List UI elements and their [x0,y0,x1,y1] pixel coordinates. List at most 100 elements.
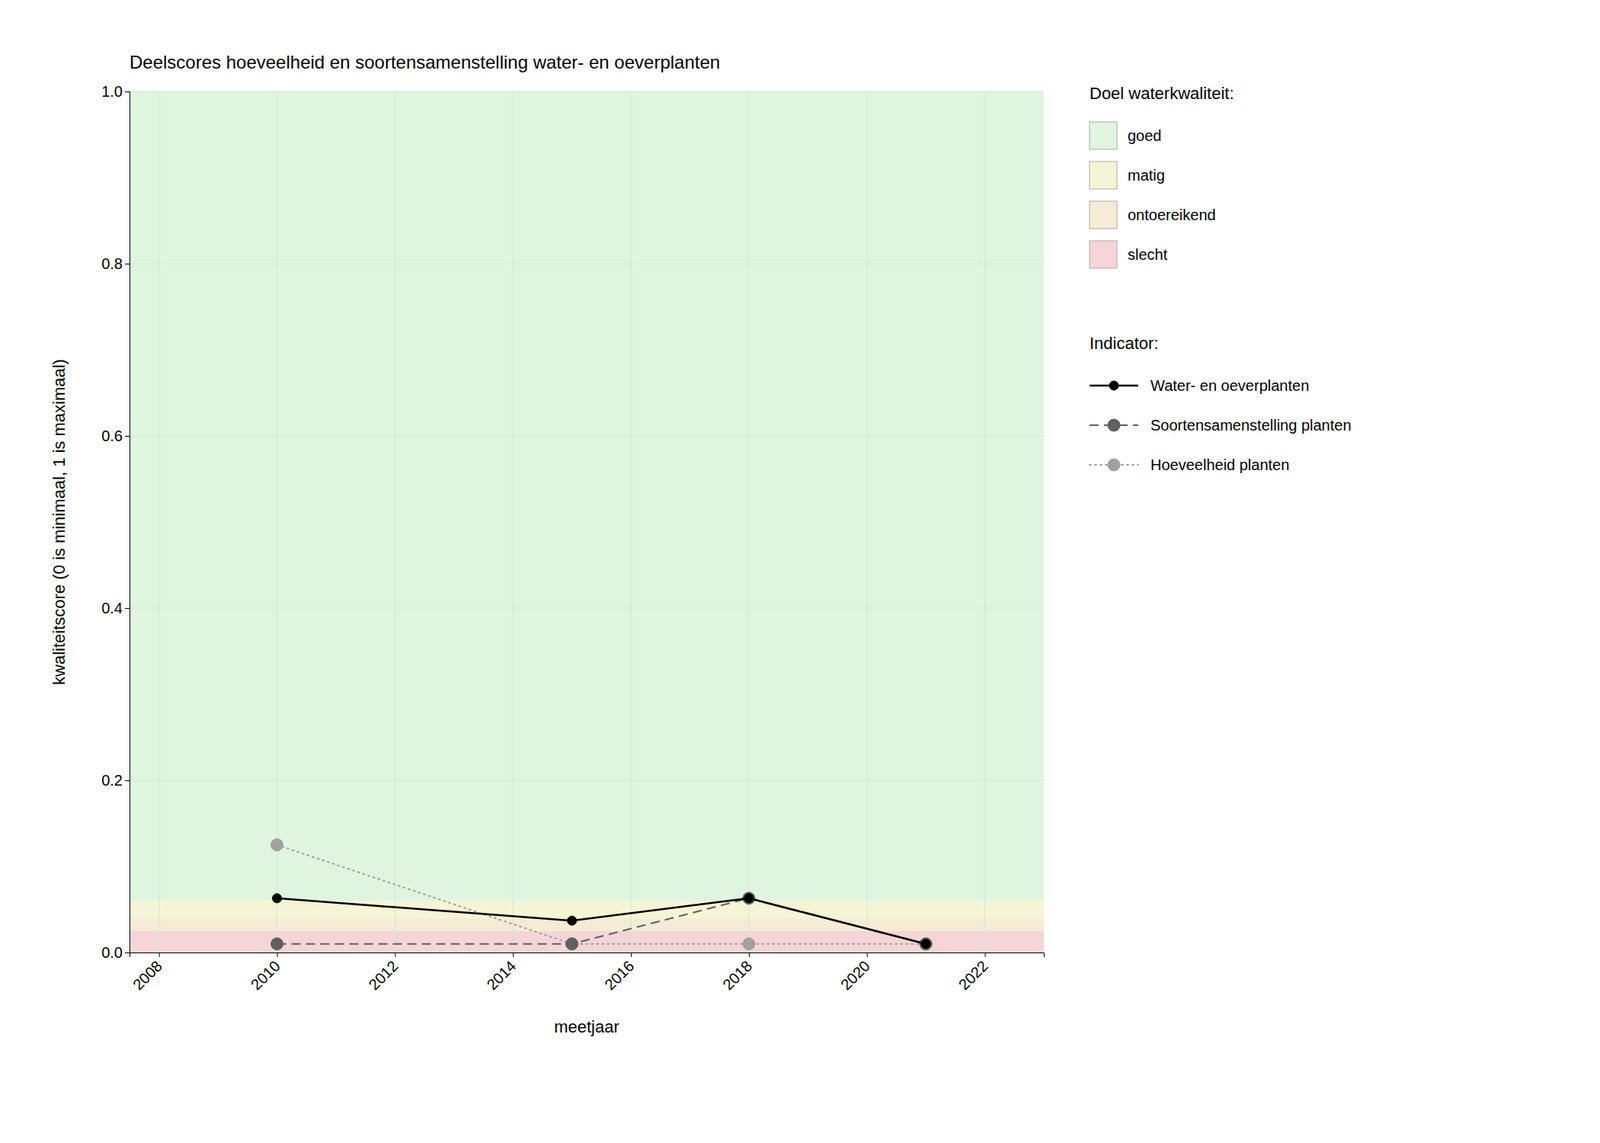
x-tick-mark [394,952,396,957]
marker [271,937,284,951]
x-tick-label: 2014 [483,956,519,993]
legend-item: goed [1089,121,1162,150]
quality-band [129,918,1044,932]
marker [272,893,282,903]
y-tick-mark [124,608,130,609]
marker [566,937,579,951]
y-tick: 0.8 [101,255,130,272]
x-tick-mark [748,952,750,957]
y-tick-label: 0.6 [101,427,123,445]
grid-line [158,91,160,953]
x-tick: 2010 [247,952,284,993]
marker [566,937,579,951]
quality-band [129,931,1044,953]
marker [919,937,932,951]
grid [129,91,1044,953]
legend-title: Indicator: [1089,333,1159,353]
legend-title: Doel waterkwaliteit: [1089,83,1235,103]
y-tick: 0.0 [101,944,130,961]
legend-item: Water- en oeverplanten [1089,377,1309,394]
bands [129,91,1044,953]
x-tick-label: 2020 [837,956,874,993]
legend-label: goed [1127,127,1162,144]
plot-area: 200820102012201420162018202020220.00.20.… [49,51,1045,1037]
grid-line [512,91,514,953]
quality-band [129,900,1044,919]
x-axis: 2008 2010 2012 2014 2016 2018 2020 2022 [129,952,1045,993]
legend-swatch [1089,161,1117,189]
legend-item: Hoeveelheid planten [1089,456,1290,474]
chart: 200820102012201420162018202020220.00.20.… [0,0,1600,1143]
legend-marker [1109,380,1119,391]
series [271,892,933,951]
marker [271,838,284,852]
legend-label: Water- en oeverplanten [1150,377,1309,394]
grid-line [129,263,1044,265]
y-tick: 1.0 [101,83,130,100]
y-axis-title: kwaliteitscore (0 is minimaal, 1 is maxi… [49,358,69,685]
x-axis-title: meetjaar [553,1017,620,1037]
legend-label: ontoereikend [1127,206,1216,224]
series [271,838,933,951]
x-tick-mark [512,952,514,957]
chart-title: Deelscores hoeveelheid en soortensamenst… [129,51,720,73]
legend-swatch [1089,201,1117,229]
legend: Doel waterkwaliteit: goed matig ontoereiken… [1089,83,1235,269]
grid-line [748,91,749,953]
x-tick: 2022 [955,952,992,993]
quality-band [129,91,1044,901]
grid-line [129,608,1044,609]
grid-line [866,91,868,953]
grid-line [630,91,632,953]
y-axis: 0.0 0.2 0.4 0.6 0.8 1.0 [101,83,130,961]
y-tick: 0.2 [101,771,130,789]
x-tick-label: 2016 [601,956,637,993]
marker [567,915,577,925]
series [272,893,932,949]
x-tick-label: 2010 [247,956,284,993]
legend-marker [1107,419,1120,432]
legend: Indicator: Water- en oeverplanten Soortens… [1089,333,1352,474]
x-tick: 2020 [837,952,874,993]
y-tick-mark [124,780,130,781]
legend-label: matig [1127,166,1165,184]
grid-line [129,780,1044,781]
marker [921,939,931,949]
legend-label: Soortensamenstelling planten [1150,416,1352,434]
x-tick: 2014 [483,952,519,993]
x-axis-line [130,953,1045,958]
grid-line [129,91,1044,93]
legend-marker [1107,458,1120,471]
marker [742,892,756,905]
x-tick-label: 2012 [365,956,402,993]
x-tick-mark [277,952,279,957]
x-tick: 2018 [719,952,756,993]
x-tick-mark [985,952,986,957]
series-line [277,898,927,944]
grid-line [276,91,278,953]
legend-swatch [1089,240,1117,269]
legend-item: Soortensamenstelling planten [1089,416,1352,434]
y-tick-label: 1.0 [101,83,123,100]
legend-item: slecht [1089,240,1168,269]
grid-line [129,435,1044,437]
x-tick-mark [867,952,868,957]
y-tick-mark [124,91,130,93]
marker [742,937,756,951]
legend-swatch [1089,121,1117,150]
legend-label: Hoeveelheid planten [1150,456,1290,474]
y-tick: 0.4 [101,599,130,617]
legend-item: ontoereikend [1089,201,1216,229]
marker [919,937,932,951]
x-tick-label: 2008 [129,956,166,993]
y-tick-label: 0.8 [101,255,123,272]
x-tick-label: 2018 [719,956,756,993]
legend-label: slecht [1127,246,1168,263]
series-group [271,838,933,951]
x-tick-label: 2022 [955,956,992,993]
legend-item: matig [1089,161,1165,189]
x-tick-mark [630,952,632,957]
series-line [277,844,927,944]
grid-line [394,91,396,953]
y-tick-mark [124,435,130,437]
